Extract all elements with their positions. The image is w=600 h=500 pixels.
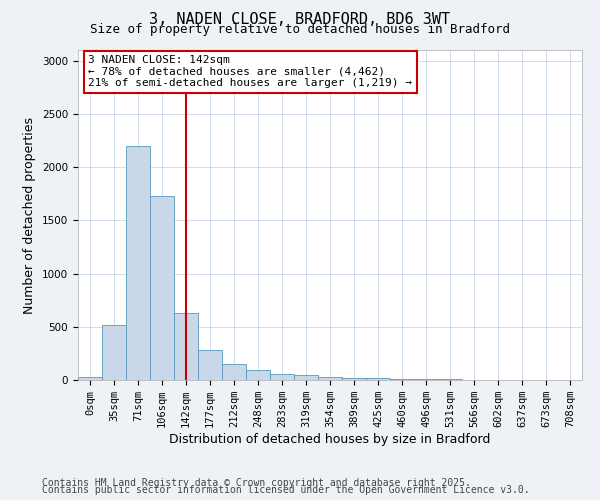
Bar bbox=[318, 377, 342, 380]
Text: Contains public sector information licensed under the Open Government Licence v3: Contains public sector information licen… bbox=[42, 485, 530, 495]
Bar bbox=[78, 377, 102, 380]
Text: 3, NADEN CLOSE, BRADFORD, BD6 3WT: 3, NADEN CLOSE, BRADFORD, BD6 3WT bbox=[149, 12, 451, 28]
Bar bbox=[294, 375, 318, 380]
Bar bbox=[126, 146, 150, 380]
Bar bbox=[102, 324, 126, 380]
Bar bbox=[342, 378, 366, 380]
Bar bbox=[390, 379, 414, 380]
Bar bbox=[150, 196, 174, 380]
Bar bbox=[366, 378, 390, 380]
Bar bbox=[270, 374, 294, 380]
Bar bbox=[246, 370, 270, 380]
Y-axis label: Number of detached properties: Number of detached properties bbox=[23, 116, 37, 314]
Bar bbox=[174, 313, 198, 380]
Bar bbox=[222, 364, 246, 380]
Text: Size of property relative to detached houses in Bradford: Size of property relative to detached ho… bbox=[90, 22, 510, 36]
Text: Contains HM Land Registry data © Crown copyright and database right 2025.: Contains HM Land Registry data © Crown c… bbox=[42, 478, 471, 488]
Text: 3 NADEN CLOSE: 142sqm
← 78% of detached houses are smaller (4,462)
21% of semi-d: 3 NADEN CLOSE: 142sqm ← 78% of detached … bbox=[88, 55, 412, 88]
X-axis label: Distribution of detached houses by size in Bradford: Distribution of detached houses by size … bbox=[169, 433, 491, 446]
Bar bbox=[198, 350, 222, 380]
